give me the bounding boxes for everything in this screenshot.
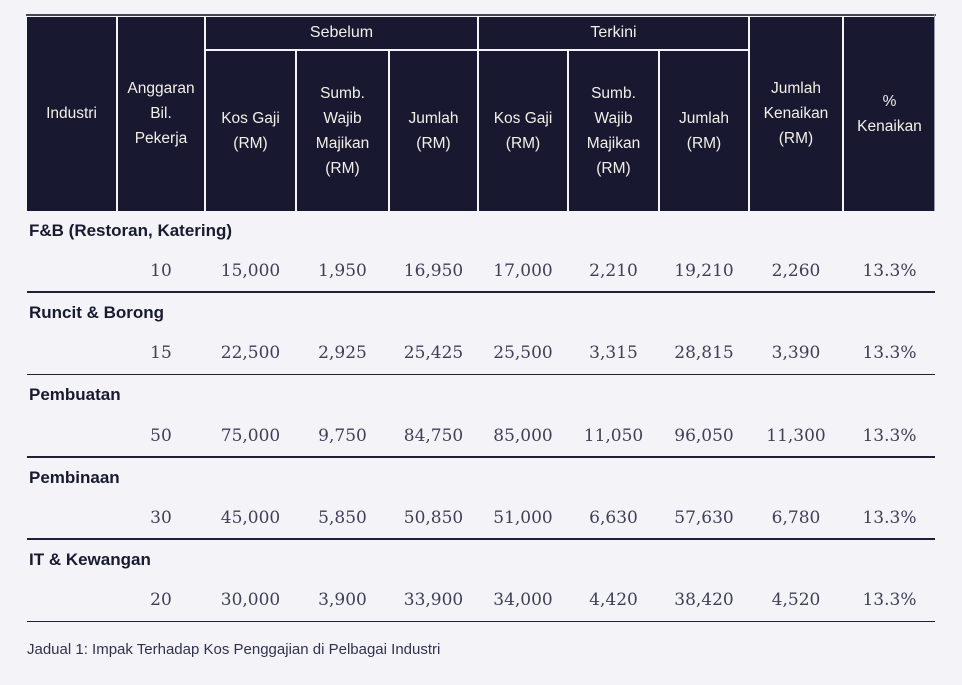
header-sebelum-jumlah: Jumlah (RM) [390, 50, 477, 211]
header-jumlah-kenaikan: Jumlah Kenaikan (RM) [750, 16, 842, 211]
data-cell: 22,500 [220, 343, 281, 364]
data-cell: 13.3% [862, 590, 917, 611]
data-cell [27, 498, 116, 539]
data-cell: 3,315 [589, 343, 638, 364]
header-pct-kenaikan: % Kenaikan [844, 16, 935, 211]
row-separator [27, 620, 935, 623]
data-cell: 30 [150, 508, 172, 529]
data-cell: 96,050 [674, 425, 734, 446]
row-separator [27, 456, 935, 458]
industry-name-row: Pembuatan [29, 385, 121, 405]
table-right-rule [934, 14, 935, 211]
industry-name-row: IT & Kewangan [29, 550, 151, 570]
data-cell: 15,000 [220, 260, 281, 281]
data-cell: 51,000 [493, 508, 553, 529]
data-cell: 50 [150, 425, 172, 446]
data-row: 20 30,000 3,900 33,900 34,000 4,420 38,420 4,52… [27, 580, 935, 621]
data-cell [27, 251, 116, 292]
industry-name-row: F&B (Restoran, Katering) [29, 220, 233, 240]
data-cell: 4,420 [589, 590, 638, 611]
data-cell: 4,520 [771, 590, 821, 611]
data-cell: 15 [150, 343, 172, 364]
data-cell: 2,925 [318, 343, 367, 364]
data-cell: 75,000 [220, 425, 281, 446]
data-cell: 19,210 [674, 260, 734, 281]
data-row: 10 15,000 1,950 16,950 17,000 2,210 19,210 2,26… [27, 251, 935, 292]
data-cell: 25,500 [493, 343, 553, 364]
data-cell: 13.3% [862, 343, 917, 364]
data-cell: 38,420 [674, 590, 734, 611]
data-cell [27, 333, 116, 374]
data-row: 50 75,000 9,750 84,750 85,000 11,050 96,050 11,… [27, 415, 935, 456]
header-group-terkini: Terkini [479, 16, 748, 49]
data-cell: 45,000 [220, 508, 281, 529]
header-group-sebelum: Sebelum [206, 16, 477, 49]
data-cell: 50,850 [403, 508, 464, 529]
data-cell: 11,300 [766, 425, 826, 446]
table-top-rule [26, 14, 936, 16]
data-cell: 16,950 [403, 260, 464, 281]
data-row: 30 45,000 5,850 50,850 51,000 6,630 57,630 6,78… [27, 498, 935, 539]
table-header: Industri Anggaran Bil. Pekerja Sebelum T… [27, 16, 935, 211]
data-cell: 6,780 [771, 508, 821, 529]
header-sebelum-kos-gaji: Kos Gaji (RM) [206, 50, 295, 211]
data-cell: 17,000 [493, 260, 553, 281]
data-cell: 13.3% [862, 508, 917, 529]
row-separator [27, 538, 935, 541]
data-cell: 2,210 [589, 260, 638, 281]
data-cell: 13.3% [862, 260, 917, 281]
data-cell: 28,815 [674, 343, 734, 364]
table-body: F&B (Restoran, Katering) 10 15,000 1,950 16,… [27, 211, 935, 623]
data-cell: 34,000 [493, 590, 553, 611]
industry-name-row: Runcit & Borong [29, 302, 165, 322]
data-cell: 1,950 [318, 260, 367, 281]
data-cell: 20 [150, 590, 172, 611]
header-terkini-kos-gaji: Kos Gaji (RM) [479, 50, 567, 211]
data-cell: 25,425 [403, 343, 464, 364]
data-cell: 5,850 [318, 508, 367, 529]
data-cell: 2,260 [771, 260, 821, 281]
salary-impact-table: Industri Anggaran Bil. Pekerja Sebelum T… [26, 14, 936, 661]
header-anggaran-bil-pekerja: Anggaran Bil. Pekerja [118, 16, 204, 211]
row-separator [27, 373, 935, 376]
table-caption: Jadual 1: Impak Terhadap Kos Penggajian … [27, 641, 441, 659]
data-cell: 33,900 [403, 590, 464, 611]
data-cell: 3,390 [771, 343, 821, 364]
row-separator [27, 291, 935, 293]
data-cell: 9,750 [318, 425, 367, 446]
data-cell [27, 580, 116, 621]
data-cell: 10 [150, 260, 172, 281]
data-cell: 84,750 [403, 425, 464, 446]
header-industri: Industri [27, 16, 116, 211]
header-terkini-sumb-wajib-majikan: Sumb. Wajib Majikan (RM) [569, 50, 658, 211]
industry-name-row: Pembinaan [29, 467, 120, 487]
data-cell: 85,000 [493, 425, 553, 446]
header-sebelum-sumb-wajib-majikan: Sumb. Wajib Majikan (RM) [297, 50, 388, 211]
data-row: 15 22,500 2,925 25,425 25,500 3,315 28,815 3,39… [27, 333, 935, 374]
data-cell: 57,630 [674, 508, 734, 529]
data-cell: 6,630 [589, 508, 638, 529]
data-cell: 30,000 [220, 590, 281, 611]
data-cell [27, 415, 116, 456]
data-cell: 13.3% [862, 425, 917, 446]
data-cell: 11,050 [583, 425, 644, 446]
header-terkini-jumlah: Jumlah (RM) [660, 50, 748, 211]
data-cell: 3,900 [318, 590, 367, 611]
